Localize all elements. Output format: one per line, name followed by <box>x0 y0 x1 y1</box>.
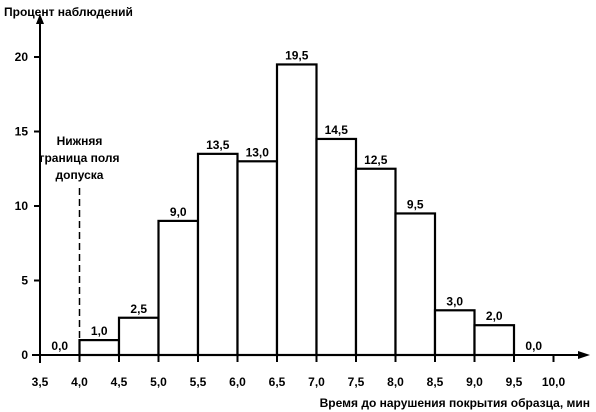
y-tick-label-3: 15 <box>15 125 29 139</box>
x-tick-label-9: 8,0 <box>387 375 404 389</box>
histogram-bar-5 <box>236 160 279 357</box>
y-axis-arrow <box>36 14 44 24</box>
x-tick-label-12: 9,5 <box>506 375 523 389</box>
x-tick-label-13: 10,0 <box>542 375 566 389</box>
annotation-line-0: Нижняя <box>57 134 103 148</box>
bar-value-label-7: 14,5 <box>325 123 349 137</box>
x-tick-label-0: 3,5 <box>32 375 49 389</box>
annotation-line-1: граница поля <box>39 151 119 165</box>
x-tick-label-3: 5,0 <box>150 375 167 389</box>
histogram-bar-3 <box>157 219 200 357</box>
y-tick-label-4: 20 <box>15 50 29 64</box>
x-tick-label-4: 5,5 <box>190 375 207 389</box>
x-axis-arrow <box>578 351 590 359</box>
y-tick-label-2: 10 <box>15 199 29 213</box>
histogram-bar-11 <box>473 324 516 357</box>
x-axis-title: Время до нарушения покрытия образца, мин <box>320 396 590 410</box>
labels-layer: 0,0 1,0 2,5 9,0 13,5 13,0 19,5 14,5 12,5 9,5 3,0 2,… <box>4 5 590 410</box>
bar-value-label-12: 0,0 <box>525 339 542 353</box>
bar-value-label-1: 1,0 <box>91 324 108 338</box>
histogram-bar-9 <box>394 212 437 357</box>
x-tick-label-1: 4,0 <box>71 375 88 389</box>
bar-value-label-9: 9,5 <box>407 197 424 211</box>
y-axis-title: Процент наблюдений <box>4 5 133 19</box>
bar-value-label-5: 13,0 <box>246 145 270 159</box>
x-tick-label-5: 6,0 <box>229 375 246 389</box>
y-tick-label-1: 5 <box>21 274 28 288</box>
histogram-bar-6 <box>275 63 318 357</box>
bars-layer <box>78 63 516 357</box>
x-tick-label-8: 7,5 <box>348 375 365 389</box>
x-tick-label-11: 9,0 <box>466 375 483 389</box>
annotation-line-2: допуска <box>56 168 104 182</box>
bar-value-label-10: 3,0 <box>446 294 463 308</box>
histogram-bar-10 <box>433 309 476 357</box>
bar-value-label-4: 13,5 <box>206 138 230 152</box>
x-tick-label-6: 6,5 <box>269 375 286 389</box>
y-tick-label-0: 0 <box>21 348 28 362</box>
x-tick-label-2: 4,5 <box>111 375 128 389</box>
bar-value-label-0: 0,0 <box>51 339 68 353</box>
histogram-bar-2 <box>117 316 160 357</box>
bar-value-label-6: 19,5 <box>285 48 309 62</box>
x-tick-label-7: 7,0 <box>308 375 325 389</box>
bar-value-label-11: 2,0 <box>486 309 503 323</box>
bar-value-label-3: 9,0 <box>170 205 187 219</box>
axes-layer <box>32 14 590 363</box>
histogram-bar-1 <box>78 339 121 357</box>
bar-value-label-2: 2,5 <box>130 302 147 316</box>
histogram-bar-4 <box>196 152 239 357</box>
histogram-bar-8 <box>354 167 397 357</box>
histogram-bar-7 <box>315 137 358 357</box>
bar-value-label-8: 12,5 <box>364 153 388 167</box>
x-tick-label-10: 8,5 <box>427 375 444 389</box>
